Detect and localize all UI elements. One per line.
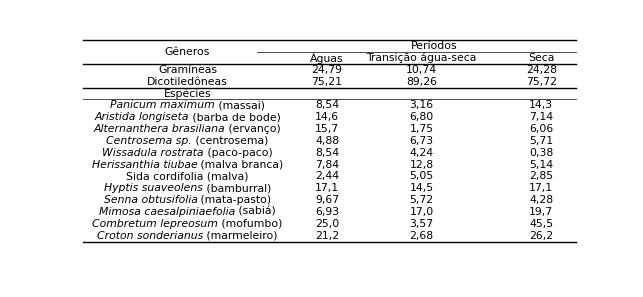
Text: Períodos: Períodos (411, 41, 458, 51)
Text: 9,67: 9,67 (315, 195, 339, 205)
Text: Alternanthera brasiliana: Alternanthera brasiliana (94, 124, 226, 134)
Text: 4,28: 4,28 (529, 195, 554, 205)
Text: 6,06: 6,06 (529, 124, 554, 134)
Text: 19,7: 19,7 (529, 207, 554, 217)
Text: 14,3: 14,3 (529, 100, 554, 110)
Text: (marmeleiro): (marmeleiro) (203, 231, 278, 241)
Text: (barba de bode): (barba de bode) (189, 112, 281, 122)
Text: 17,0: 17,0 (410, 207, 434, 217)
Text: 10,74: 10,74 (406, 65, 437, 75)
Text: 7,14: 7,14 (529, 112, 554, 122)
Text: Croton sonderianus: Croton sonderianus (97, 231, 203, 241)
Text: (mata-pasto): (mata-pasto) (197, 195, 271, 205)
Text: 45,5: 45,5 (529, 219, 554, 229)
Text: Sida cordifolia (malva): Sida cordifolia (malva) (126, 171, 249, 181)
Text: 4,88: 4,88 (315, 136, 339, 146)
Text: Hyptis suaveolens: Hyptis suaveolens (104, 183, 203, 193)
Text: Herissanthia tiubae: Herissanthia tiubae (91, 159, 197, 170)
Text: 2,68: 2,68 (410, 231, 434, 241)
Text: 2,44: 2,44 (315, 171, 339, 181)
Text: 12,8: 12,8 (410, 159, 434, 170)
Text: Águas: Águas (310, 52, 344, 64)
Text: 75,72: 75,72 (526, 77, 557, 87)
Text: 3,57: 3,57 (410, 219, 434, 229)
Text: 3,16: 3,16 (410, 100, 434, 110)
Text: Wissadula rostrata: Wissadula rostrata (102, 148, 204, 158)
Text: 7,84: 7,84 (315, 159, 339, 170)
Text: 6,93: 6,93 (315, 207, 339, 217)
Text: 8,54: 8,54 (315, 100, 339, 110)
Text: Transição água-seca: Transição água-seca (367, 53, 477, 63)
Text: 75,21: 75,21 (312, 77, 343, 87)
Text: 89,26: 89,26 (406, 77, 437, 87)
Text: (ervanço): (ervanço) (226, 124, 281, 134)
Text: (sabiá): (sabiá) (235, 207, 276, 217)
Text: (bamburral): (bamburral) (203, 183, 271, 193)
Text: (mofumbo): (mofumbo) (218, 219, 283, 229)
Text: Gramíneas: Gramíneas (158, 65, 217, 75)
Text: 0,38: 0,38 (529, 148, 554, 158)
Text: 24,79: 24,79 (312, 65, 343, 75)
Text: 5,71: 5,71 (529, 136, 554, 146)
Text: (malva branca): (malva branca) (197, 159, 284, 170)
Text: Seca: Seca (528, 53, 554, 63)
Text: Centrosema sp.: Centrosema sp. (107, 136, 192, 146)
Text: Panicum maximum: Panicum maximum (110, 100, 215, 110)
Text: 17,1: 17,1 (529, 183, 554, 193)
Text: 5,05: 5,05 (410, 171, 434, 181)
Text: 2,85: 2,85 (529, 171, 554, 181)
Text: 17,1: 17,1 (315, 183, 339, 193)
Text: Dicotiledôneas: Dicotiledôneas (147, 77, 228, 87)
Text: 8,54: 8,54 (315, 148, 339, 158)
Text: Senna obtusifolia: Senna obtusifolia (104, 195, 197, 205)
Text: 1,75: 1,75 (410, 124, 434, 134)
Text: 15,7: 15,7 (315, 124, 339, 134)
Text: 25,0: 25,0 (315, 219, 339, 229)
Text: 14,5: 14,5 (410, 183, 434, 193)
Text: (massai): (massai) (215, 100, 265, 110)
Text: 21,2: 21,2 (315, 231, 339, 241)
Text: 5,14: 5,14 (529, 159, 554, 170)
Text: Gêneros: Gêneros (165, 47, 210, 57)
Text: Mimosa caesalpiniaefolia: Mimosa caesalpiniaefolia (99, 207, 235, 217)
Text: 6,73: 6,73 (410, 136, 434, 146)
Text: 14,6: 14,6 (315, 112, 339, 122)
Text: 5,72: 5,72 (410, 195, 434, 205)
Text: Aristida longiseta: Aristida longiseta (95, 112, 189, 122)
Text: Combretum lepreosum: Combretum lepreosum (93, 219, 218, 229)
Text: Espécies: Espécies (164, 88, 212, 99)
Text: 26,2: 26,2 (529, 231, 554, 241)
Text: (paco-paco): (paco-paco) (204, 148, 273, 158)
Text: (centrosema): (centrosema) (192, 136, 269, 146)
Text: 4,24: 4,24 (410, 148, 434, 158)
Text: 24,28: 24,28 (526, 65, 557, 75)
Text: 6,80: 6,80 (410, 112, 434, 122)
